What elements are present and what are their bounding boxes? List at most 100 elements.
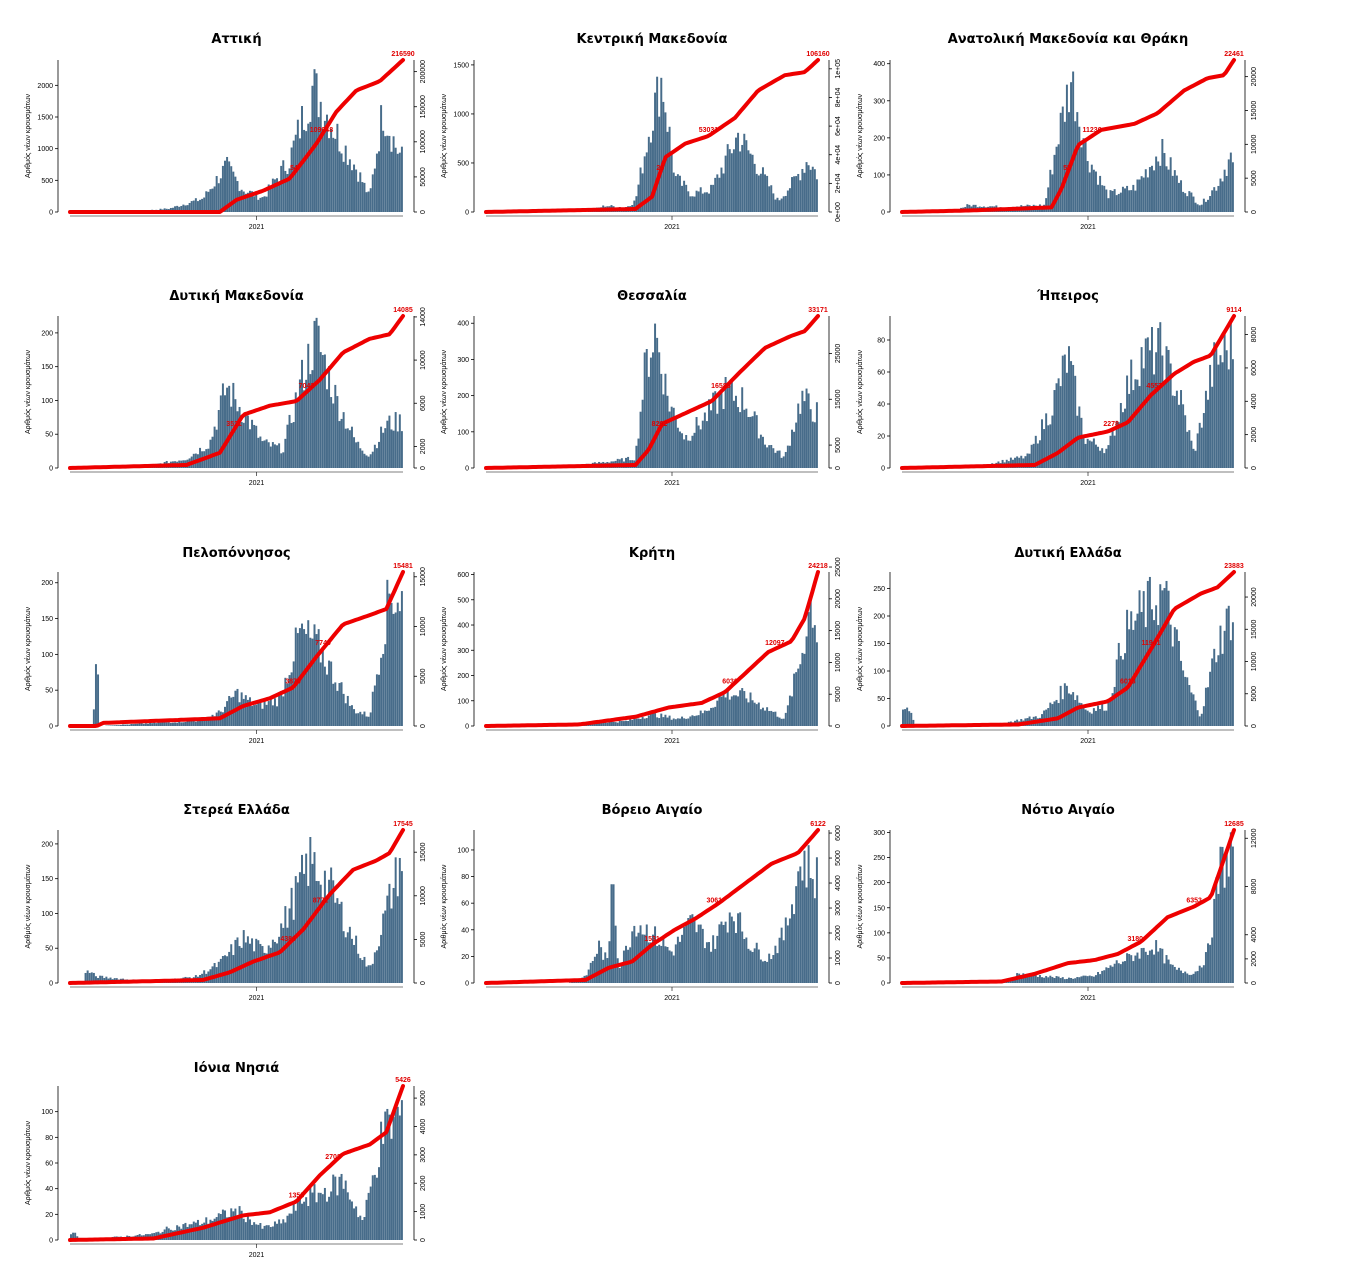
- daily-case-bar: [1121, 186, 1124, 212]
- daily-case-bar: [317, 1192, 320, 1240]
- daily-case-bar: [400, 146, 403, 212]
- daily-case-bar: [1140, 176, 1143, 212]
- daily-case-bar: [658, 116, 661, 212]
- daily-case-bar: [674, 719, 677, 726]
- daily-case-bar: [654, 92, 657, 212]
- right-tick-label: 0: [1251, 724, 1258, 728]
- daily-case-bar: [703, 412, 706, 468]
- daily-case-bar: [716, 935, 719, 983]
- daily-case-bar: [348, 1199, 351, 1240]
- daily-case-bar: [681, 934, 684, 983]
- left-tick-label: 150: [873, 905, 885, 912]
- daily-case-bar: [1026, 974, 1029, 983]
- daily-case-bar: [1117, 422, 1120, 468]
- daily-case-bar: [365, 716, 368, 726]
- daily-case-bar: [1080, 703, 1083, 726]
- daily-case-bar: [695, 932, 698, 983]
- daily-case-bar: [610, 721, 613, 726]
- daily-case-bar: [394, 1107, 397, 1240]
- daily-case-bar: [908, 711, 911, 726]
- daily-case-bar: [739, 151, 742, 212]
- daily-case-bar: [1063, 683, 1066, 726]
- daily-case-bar: [699, 710, 702, 726]
- cumulative-annotation: 2278: [1103, 421, 1119, 428]
- panel-title: Κρήτη: [629, 546, 675, 561]
- daily-case-bar: [1217, 364, 1220, 468]
- daily-case-bar: [618, 720, 621, 726]
- daily-case-bar: [253, 196, 256, 212]
- daily-case-bar: [1082, 138, 1085, 212]
- right-tick-label: 12000: [1251, 828, 1258, 848]
- daily-case-bar: [257, 702, 260, 726]
- daily-case-bar: [672, 407, 675, 468]
- daily-case-bar: [296, 1196, 299, 1240]
- daily-case-bar: [1036, 443, 1039, 468]
- daily-case-bar: [330, 1191, 333, 1240]
- daily-case-bar: [265, 953, 268, 983]
- daily-case-bar: [1229, 832, 1232, 983]
- left-tick-label: 500: [457, 597, 469, 604]
- daily-case-bar: [244, 193, 247, 212]
- daily-case-bar: [1173, 170, 1176, 212]
- daily-case-bar: [1032, 443, 1035, 468]
- daily-case-bar: [1088, 712, 1091, 726]
- cumulative-annotation: 8772: [313, 898, 329, 905]
- daily-case-bar: [1138, 386, 1141, 468]
- daily-case-bar: [1136, 379, 1139, 468]
- daily-case-bar: [647, 136, 650, 212]
- daily-case-bar: [184, 205, 187, 212]
- daily-case-bar: [1146, 177, 1149, 212]
- right-tick-label: 0: [420, 981, 427, 985]
- daily-case-bar: [724, 697, 727, 726]
- daily-case-bar: [780, 198, 783, 212]
- daily-case-bar: [699, 187, 702, 212]
- daily-case-bar: [1045, 976, 1048, 983]
- daily-case-bar: [1113, 686, 1116, 726]
- daily-case-bar: [363, 711, 366, 726]
- daily-case-bar: [248, 190, 251, 212]
- daily-case-bar: [751, 951, 754, 983]
- daily-case-bar: [1026, 453, 1029, 468]
- daily-case-bar: [693, 432, 696, 468]
- daily-case-bar: [1194, 202, 1197, 212]
- daily-case-bar: [263, 440, 266, 468]
- daily-case-bar: [294, 627, 297, 726]
- daily-case-bar: [1109, 965, 1112, 983]
- daily-case-bar: [70, 1234, 72, 1240]
- daily-case-bar: [743, 133, 746, 212]
- daily-case-bar: [797, 173, 800, 212]
- daily-case-bar: [670, 151, 673, 212]
- daily-case-bar: [380, 426, 383, 468]
- daily-case-bar: [298, 872, 301, 983]
- daily-case-bar: [735, 137, 737, 212]
- daily-case-bar: [720, 696, 723, 726]
- daily-case-bar: [672, 718, 675, 726]
- daily-case-bar: [384, 910, 387, 983]
- daily-case-bar: [1076, 112, 1079, 212]
- daily-case-bar: [1161, 590, 1164, 726]
- daily-case-bar: [101, 975, 104, 983]
- daily-case-bar: [674, 416, 677, 468]
- daily-case-bar: [735, 933, 737, 983]
- daily-case-bar: [213, 963, 216, 983]
- daily-case-bar: [1159, 948, 1162, 983]
- daily-case-bar: [1155, 156, 1158, 212]
- daily-case-bar: [363, 956, 366, 983]
- daily-case-bar: [1088, 975, 1091, 983]
- daily-case-bar: [251, 1224, 254, 1240]
- daily-case-bar: [656, 337, 659, 468]
- daily-case-bar: [718, 177, 721, 212]
- daily-case-bar: [722, 924, 725, 983]
- daily-case-bar: [809, 596, 812, 726]
- right-tick-label: 0: [1251, 981, 1258, 985]
- daily-case-bar: [693, 917, 696, 983]
- daily-case-bar: [398, 1115, 401, 1240]
- daily-case-bar: [1059, 685, 1062, 726]
- daily-case-bar: [606, 722, 609, 726]
- daily-case-bar: [1192, 973, 1195, 983]
- daily-case-bar: [353, 1208, 356, 1240]
- daily-case-bar: [298, 1197, 301, 1240]
